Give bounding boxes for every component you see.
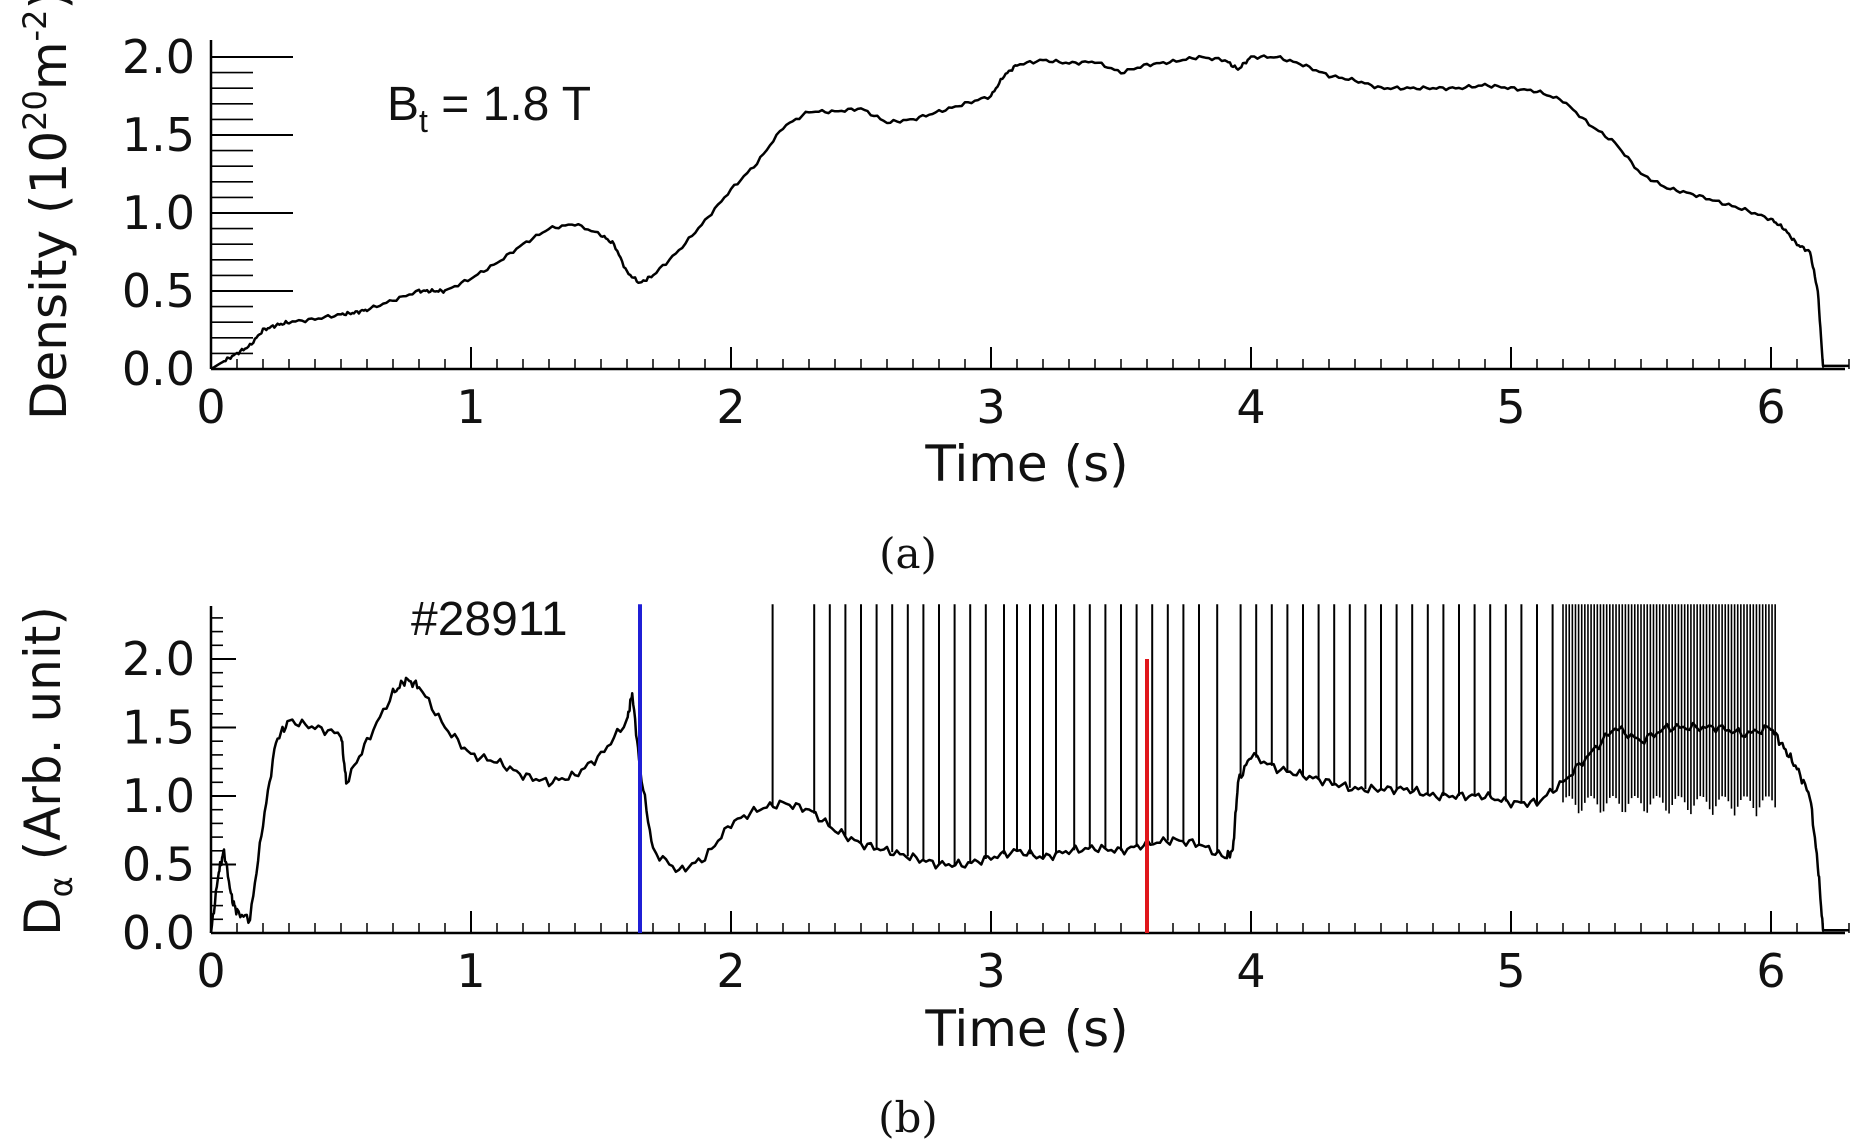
panel-a: 0.0 0.5 1.0 1.5 2.0 0 1 2 3 4 5 6 Bt = 1.8 T Time …: [16, 0, 1850, 578]
x-tick-label: 4: [1236, 944, 1265, 998]
x-tick-label: 2: [716, 944, 745, 998]
y-tick-label: 1.5: [122, 701, 195, 755]
y-tick-label: 0.5: [122, 264, 195, 318]
panel-a-density-series: [210, 54, 1849, 371]
x-tick-label: 2: [716, 380, 745, 434]
panel-b-x-ticks: 0 1 2 3 4 5 6: [196, 911, 1786, 998]
x-tick-label: 0: [196, 944, 225, 998]
y-tick-label: 2.0: [122, 632, 195, 686]
x-tick-label: 1: [456, 944, 485, 998]
y-tick-label: 1.0: [122, 769, 195, 823]
x-tick-label: 3: [976, 380, 1005, 434]
x-tick-label: 6: [1756, 944, 1785, 998]
y-tick-label: 1.5: [122, 108, 195, 162]
panel-a-x-label: Time (s): [924, 435, 1128, 493]
panel-b-y-label: Dα (Arb. unit): [14, 606, 80, 936]
panel-b-dalpha-series: [209, 676, 1849, 934]
x-tick-label: 6: [1756, 380, 1785, 434]
panel-a-axes: [209, 40, 1845, 371]
panel-a-annotation: Bt = 1.8 T: [387, 78, 591, 139]
panel-a-caption: (a): [879, 529, 937, 578]
panel-b-shot-label: #28911: [411, 593, 568, 646]
panel-b-y-ticks: 0.0 0.5 1.0 1.5 2.0: [122, 632, 236, 960]
panel-a-y-ticks: 0.0 0.5 1.0 1.5 2.0: [122, 30, 293, 396]
y-tick-label: 2.0: [122, 30, 195, 84]
panel-a-x-ticks: 0 1 2 3 4 5 6: [196, 347, 1786, 434]
x-tick-label: 5: [1496, 380, 1525, 434]
panel-b-caption: (b): [878, 1093, 938, 1142]
y-tick-label: 0.0: [122, 906, 195, 960]
y-tick-label: 0.5: [122, 838, 195, 892]
panel-b-x-label: Time (s): [924, 1000, 1128, 1058]
panel-b-time-markers: [638, 604, 1149, 933]
panel-a-y-label: Density (1020m-2): [16, 0, 78, 420]
y-tick-label: 0.0: [122, 342, 195, 396]
x-tick-label: 1: [456, 380, 485, 434]
y-tick-label: 1.0: [122, 186, 195, 240]
panel-b-elm-spikes: [771, 604, 1776, 865]
x-tick-label: 0: [196, 380, 225, 434]
x-tick-label: 4: [1236, 380, 1265, 434]
x-tick-label: 3: [976, 944, 1005, 998]
x-tick-label: 5: [1496, 944, 1525, 998]
